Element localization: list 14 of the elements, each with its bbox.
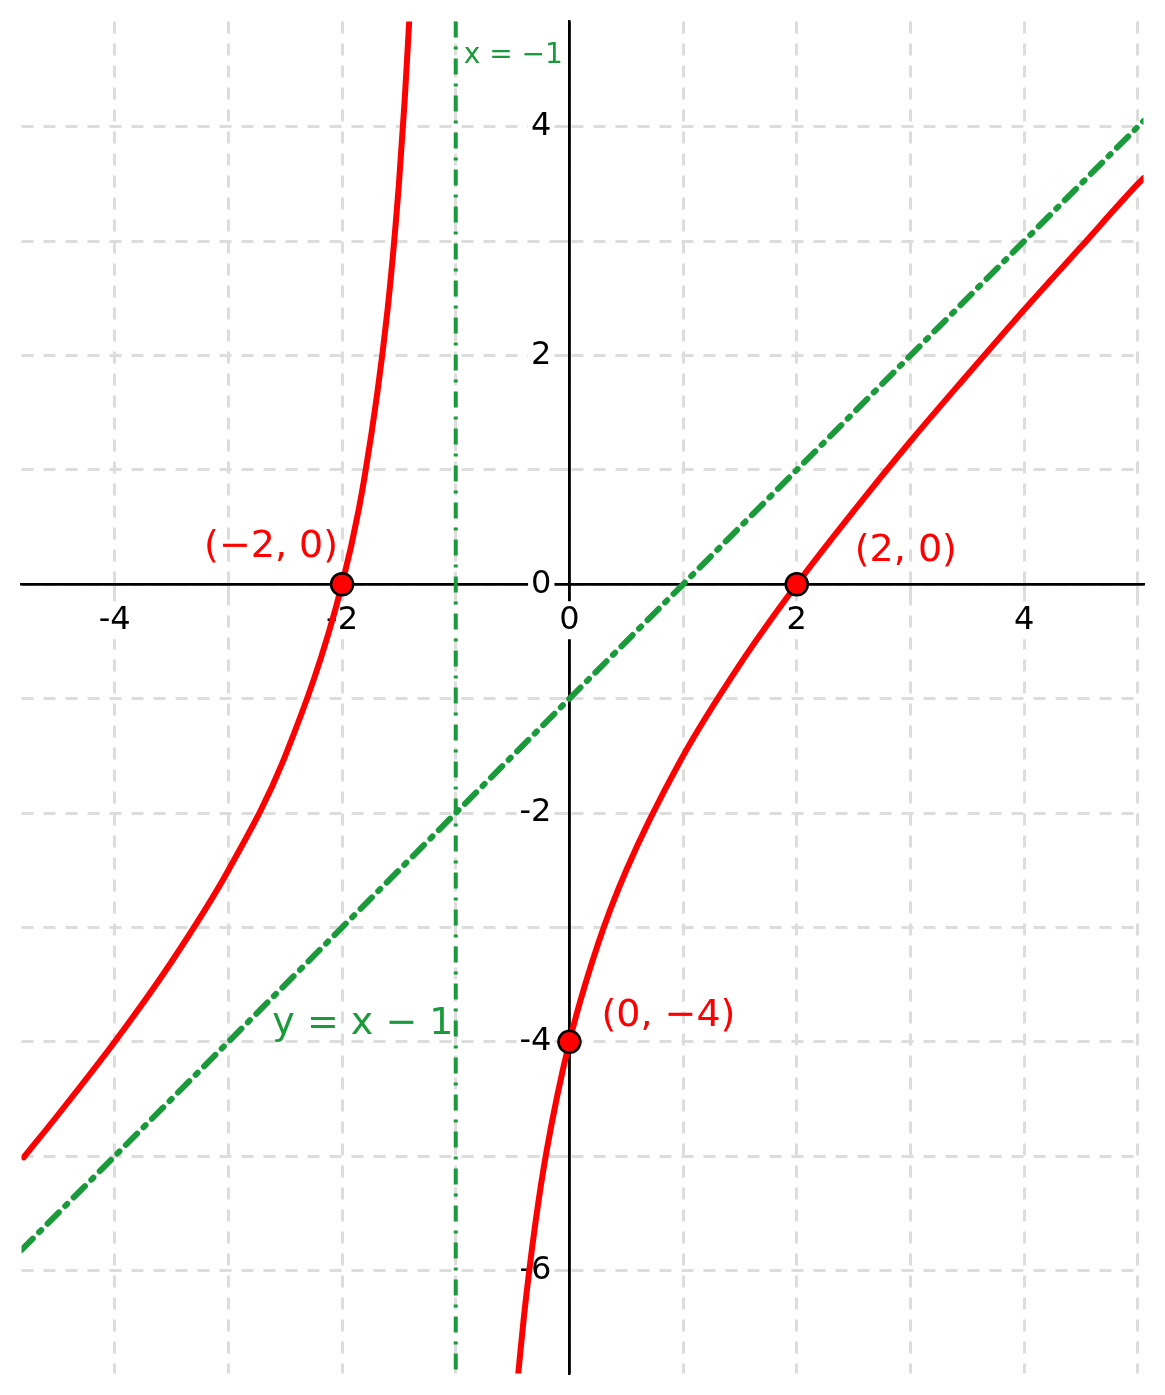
annotation: (2, 0) xyxy=(854,526,957,571)
annotation: (−2, 0) xyxy=(204,522,339,567)
y-tick-label: 0 xyxy=(531,562,552,601)
x-tick-label: -4 xyxy=(98,598,131,637)
annotation: (0, −4) xyxy=(601,990,736,1035)
series-label: y = x − 1 xyxy=(272,999,454,1044)
y-tick-label: 2 xyxy=(531,333,552,372)
x-tick-label: 2 xyxy=(786,598,807,637)
y-tick-label: -2 xyxy=(519,791,552,830)
x-tick-label: 0 xyxy=(559,598,580,637)
x-tick-label: 4 xyxy=(1013,598,1035,637)
y-tick-label: -4 xyxy=(519,1020,552,1059)
y-tick-label: 4 xyxy=(531,105,552,144)
ref-line-label: x = −1 xyxy=(463,36,563,70)
